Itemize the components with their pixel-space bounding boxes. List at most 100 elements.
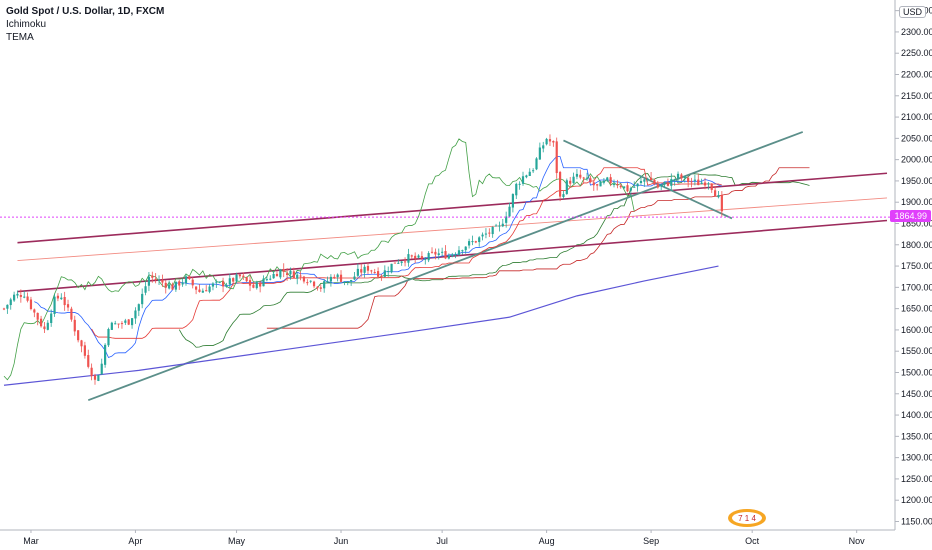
candle-body bbox=[521, 176, 525, 184]
candle-body bbox=[552, 140, 555, 143]
price-axis[interactable]: 1150.00 1200.00 1250.00 1300.00 1350.00 1400.… bbox=[894, 0, 932, 550]
candle-body bbox=[397, 262, 400, 264]
candle-body bbox=[505, 216, 508, 223]
candle-body bbox=[171, 284, 174, 290]
ichimoku-kijun-line bbox=[91, 167, 722, 339]
candle-body bbox=[238, 274, 242, 277]
candle-body bbox=[535, 158, 538, 170]
price-tick-label: 2150.00 bbox=[901, 91, 932, 101]
candle-body bbox=[532, 170, 535, 172]
candle-body bbox=[420, 256, 424, 259]
candle-body bbox=[198, 289, 201, 292]
candle-body bbox=[265, 279, 268, 281]
indicator-tema[interactable]: TEMA bbox=[6, 32, 34, 43]
price-tick-label: 1650.00 bbox=[901, 304, 932, 314]
price-tick-label: 1800.00 bbox=[901, 240, 932, 250]
candle-body bbox=[602, 180, 605, 183]
candle-body bbox=[491, 226, 494, 235]
symbol-title[interactable]: Gold Spot / U.S. Dollar, 1D, FXCM bbox=[6, 6, 165, 17]
candle-body bbox=[73, 319, 76, 332]
chart-legend: Gold Spot / U.S. Dollar, 1D, FXCM Ichimo… bbox=[6, 5, 164, 44]
candle-body bbox=[579, 174, 582, 178]
candle-body bbox=[168, 284, 171, 289]
candle-body bbox=[717, 194, 720, 198]
indicator-ichimoku[interactable]: Ichimoku bbox=[6, 19, 47, 30]
candle-body bbox=[53, 296, 56, 314]
candle-body bbox=[545, 138, 548, 145]
candle-body bbox=[403, 261, 407, 263]
candle-body bbox=[356, 268, 359, 276]
candle-body bbox=[77, 330, 80, 341]
candle-body bbox=[424, 258, 427, 260]
candle-body bbox=[633, 186, 636, 188]
candle-body bbox=[336, 274, 339, 278]
candle-body bbox=[515, 183, 518, 196]
candle-body bbox=[83, 345, 86, 356]
candle-body bbox=[673, 179, 676, 181]
rising-trendline bbox=[87, 131, 804, 402]
candle-body bbox=[9, 299, 12, 306]
candle-body bbox=[56, 295, 60, 299]
candle-body bbox=[2, 308, 6, 310]
candle-body bbox=[137, 304, 140, 311]
candle-body bbox=[464, 246, 467, 251]
candle-body bbox=[518, 183, 521, 185]
candle-body bbox=[430, 251, 434, 253]
candle-body bbox=[467, 241, 471, 246]
candle-body bbox=[201, 290, 204, 293]
candle-body bbox=[80, 340, 83, 347]
price-tick-label: 1250.00 bbox=[901, 474, 932, 484]
candle-body bbox=[393, 262, 397, 264]
candle-body bbox=[70, 308, 73, 320]
time-tick-label: Sep bbox=[643, 536, 659, 546]
candle-body bbox=[693, 179, 696, 181]
candle-body bbox=[437, 253, 440, 256]
candle-body bbox=[339, 274, 343, 282]
candle-body bbox=[26, 296, 29, 301]
candle-body bbox=[279, 269, 282, 278]
candle-body bbox=[259, 282, 262, 287]
candle-body bbox=[653, 180, 656, 185]
candle-body bbox=[151, 275, 154, 278]
candle-body bbox=[316, 286, 319, 289]
candle-body bbox=[407, 254, 410, 263]
candle-body bbox=[66, 304, 70, 308]
candle-body bbox=[569, 180, 572, 184]
candle-body bbox=[555, 141, 558, 174]
candle-body bbox=[451, 254, 454, 257]
candle-body bbox=[366, 266, 370, 271]
candle-body bbox=[262, 278, 265, 287]
candle-body bbox=[643, 179, 646, 182]
tradingview-logo-icon[interactable]: 7 1 4 bbox=[727, 508, 767, 528]
candle-body bbox=[63, 296, 66, 306]
candle-body bbox=[343, 281, 346, 283]
candle-body bbox=[323, 281, 326, 289]
ichimoku-span-a bbox=[178, 173, 810, 348]
candle-body bbox=[181, 282, 184, 285]
candle-body bbox=[373, 272, 376, 274]
price-tick-label: 1350.00 bbox=[901, 431, 932, 441]
time-tick-label: Mar bbox=[23, 536, 39, 546]
candle-body bbox=[184, 276, 188, 284]
last-price-label: 1864.99 bbox=[890, 210, 931, 223]
candle-body bbox=[289, 270, 292, 275]
candle-body bbox=[191, 279, 194, 286]
candle-body bbox=[400, 261, 403, 263]
candle-body bbox=[296, 274, 299, 279]
candle-body bbox=[245, 277, 248, 282]
candle-body bbox=[161, 279, 164, 283]
candle-body bbox=[33, 309, 36, 313]
time-axis[interactable]: Mar Apr May Jun Jul Aug Sep Oct Nov bbox=[0, 529, 895, 550]
candle-body bbox=[319, 287, 322, 289]
candle-body bbox=[272, 273, 275, 279]
candle-body bbox=[474, 241, 477, 243]
candle-body bbox=[124, 320, 127, 323]
price-tick-label: 2000.00 bbox=[901, 155, 932, 165]
currency-button[interactable]: USD bbox=[898, 6, 926, 18]
price-tick-label: 1500.00 bbox=[901, 367, 932, 377]
candle-body bbox=[228, 278, 231, 285]
candle-body bbox=[235, 274, 238, 282]
candle-body bbox=[599, 181, 602, 187]
time-tick-label: Apr bbox=[128, 536, 142, 546]
